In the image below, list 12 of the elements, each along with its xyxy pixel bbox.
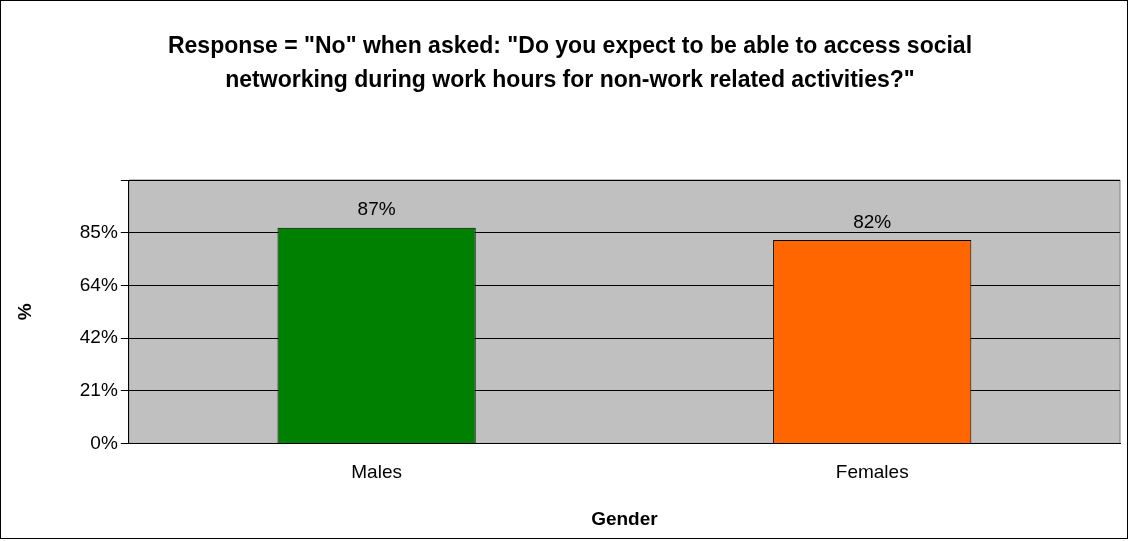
x-tick-label: Females xyxy=(835,461,909,483)
y-tick-label: 64% xyxy=(79,273,118,295)
data-label: 87% xyxy=(357,198,396,220)
y-tick-label: 0% xyxy=(90,431,118,453)
x-tick-label: Males xyxy=(351,461,402,483)
y-axis-title: % xyxy=(13,303,35,321)
y-tick-label: 21% xyxy=(79,378,118,400)
y-tick-label: 42% xyxy=(79,326,118,348)
x-axis-title: Gender xyxy=(591,507,659,529)
y-tick-label: 85% xyxy=(79,220,118,242)
chart-title: Response = "No" when asked: "Do you expect to be able to access social networking during work hours for non-work related activities?" xyxy=(166,31,974,94)
data-label: 82% xyxy=(853,210,892,232)
